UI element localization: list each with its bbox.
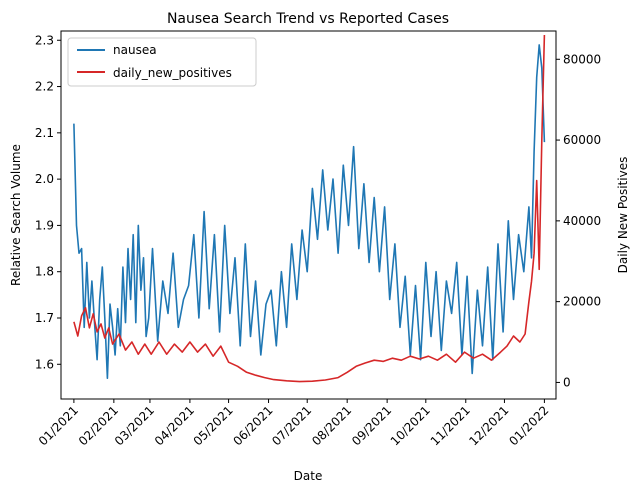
series-line-daily-new-positives	[73, 34, 546, 383]
y-tick-label-right: 20000	[563, 295, 601, 309]
legend-label-daily-new-positives: daily_new_positives	[113, 66, 232, 80]
series-layer	[73, 34, 546, 383]
legend-label-nausea: nausea	[113, 43, 157, 57]
y-tick-label-left: 2.0	[35, 172, 54, 186]
plot-frame	[60, 30, 557, 400]
y-tick-label-left: 1.8	[35, 265, 54, 279]
y-tick-label-right: 40000	[563, 214, 601, 228]
y-axis-left: 1.6 1.7 1.8 1.9 2.0 2.1 2.2 2.3	[35, 33, 61, 371]
y-tick-label-right: 80000	[563, 52, 601, 66]
y-tick-label-left: 1.9	[35, 218, 54, 232]
legend-box	[67, 37, 257, 87]
chart-title: Nausea Search Trend vs Reported Cases	[167, 11, 449, 27]
y-tick-label-left: 2.2	[35, 80, 54, 94]
y-axis-label-right: Daily New Positives	[616, 157, 630, 274]
y-tick-label-left: 1.7	[35, 311, 54, 325]
y-tick-label-left: 2.1	[35, 126, 54, 140]
y-tick-label-left: 1.6	[35, 357, 54, 371]
y-axis-right: 0 20000 40000 60000 80000	[556, 52, 601, 389]
y-tick-label-right: 60000	[563, 133, 601, 147]
y-tick-label-right: 0	[563, 375, 571, 389]
legend: nausea daily_new_positives	[67, 37, 257, 87]
y-tick-label-left: 2.3	[35, 33, 54, 47]
x-axis-label: Date	[294, 469, 323, 483]
series-line-nausea	[73, 44, 546, 380]
y-axis-label-left: Relative Search Volume	[9, 144, 23, 286]
